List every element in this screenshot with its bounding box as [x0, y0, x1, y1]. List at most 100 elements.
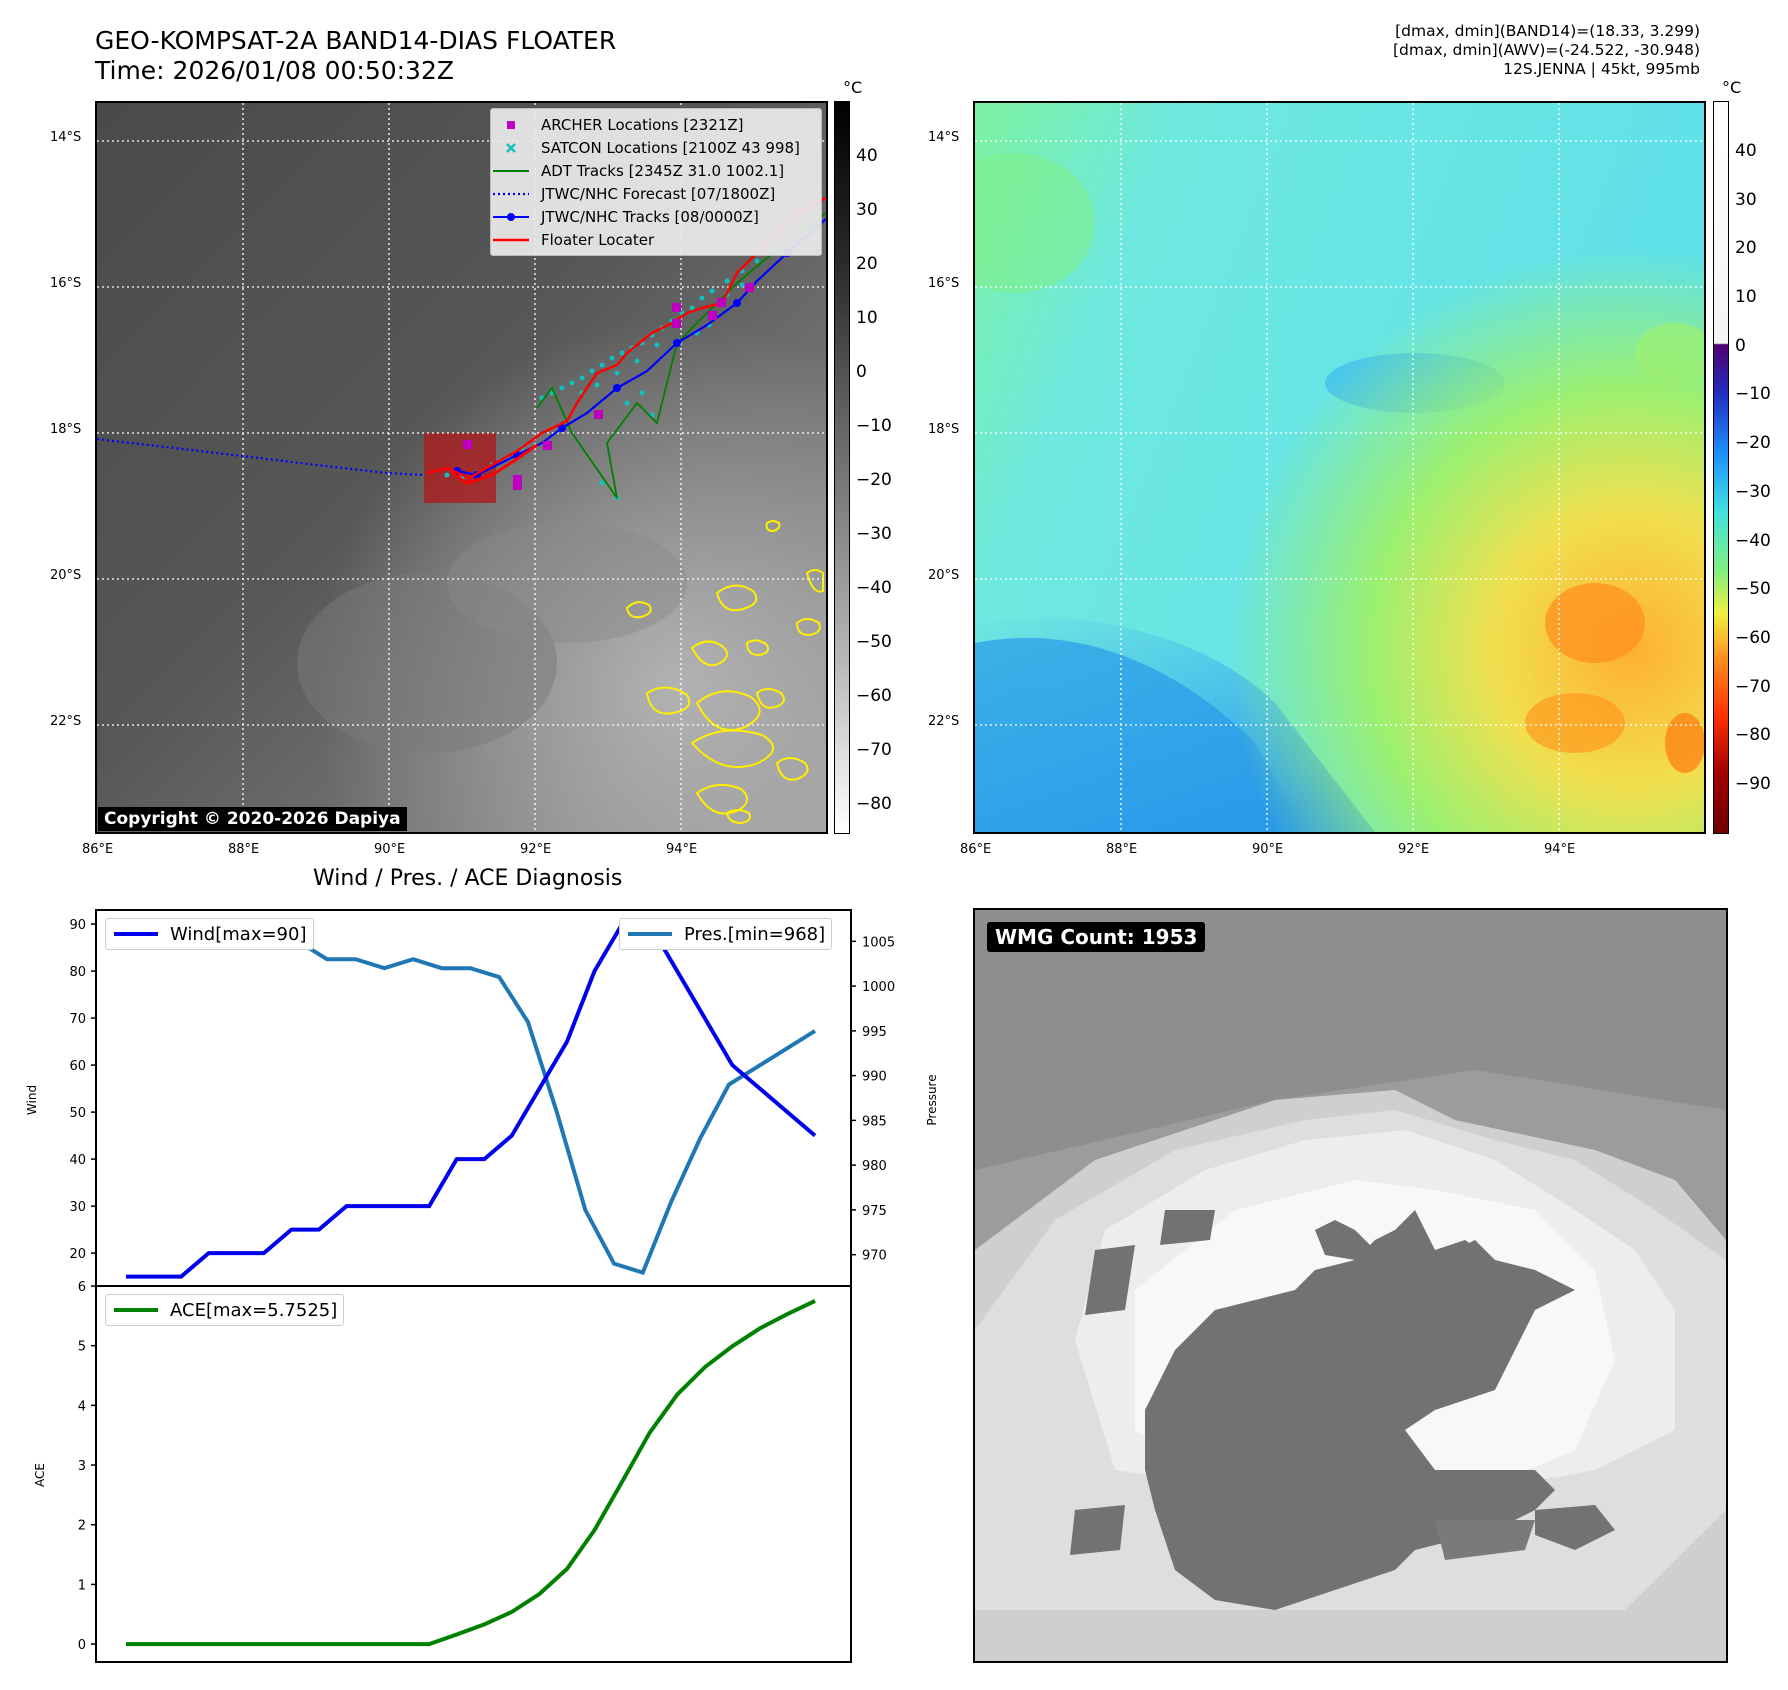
- wmg-count-badge: WMG Count: 1953: [987, 922, 1206, 952]
- awv-lon-label-86e: 86°E: [960, 842, 992, 857]
- diagnosis-title: Wind / Pres. / ACE Diagnosis: [313, 866, 623, 891]
- cb1-tick: 20: [856, 254, 878, 274]
- pressure-tick: 980: [862, 1159, 887, 1174]
- cb2-tick: −80: [1735, 725, 1771, 746]
- cb1-tick: 10: [856, 308, 878, 328]
- cb2-tick: −40: [1735, 530, 1771, 551]
- awv-map-image: [975, 103, 1704, 832]
- awv-map-panel: [973, 101, 1706, 834]
- colorbar-2-ticks: 40 30 20 10 0 −10 −20 −30 −40 −50 −60 −7…: [1735, 141, 1771, 794]
- title-line-1: GEO-KOMPSAT-2A BAND14-DIAS FLOATER: [95, 26, 617, 55]
- line-marker-icon: [493, 238, 529, 241]
- cb2-tick: −90: [1735, 773, 1771, 794]
- info-line-3: 12S.JENNA | 45kt, 995mb: [1503, 60, 1700, 78]
- lat-label-22s: 22°S: [50, 714, 82, 729]
- pressure-tick: 970: [862, 1249, 887, 1264]
- wind-legend-label: Wind[max=90]: [170, 923, 307, 945]
- awv-grid: [975, 103, 1704, 832]
- legend-forecast-label: JTWC/NHC Forecast [07/1800Z]: [541, 184, 776, 203]
- line-marker-icon: [628, 932, 672, 936]
- ace-tick: 4: [78, 1399, 86, 1414]
- ace-tick: 1: [78, 1578, 86, 1593]
- cb1-tick: 30: [856, 200, 878, 220]
- floater-track: [426, 196, 826, 480]
- awv-lon-label-92e: 92°E: [1398, 842, 1430, 857]
- wind-tick: 60: [69, 1059, 86, 1074]
- awv-lon-label-90e: 90°E: [1252, 842, 1284, 857]
- copyright-label: Copyright © 2020-2026 Dapiya: [98, 807, 407, 831]
- floater-box: [424, 433, 496, 503]
- square-marker-icon: [507, 120, 515, 129]
- cb2-tick: 0: [1735, 335, 1746, 356]
- legend-adt-label: ADT Tracks [2345Z 31.0 1002.1]: [541, 161, 785, 180]
- awv-lon-label-88e: 88°E: [1106, 842, 1138, 857]
- lon-label-86e: 86°E: [82, 842, 114, 857]
- cb1-tick: 0: [856, 362, 867, 382]
- wind-axis: 20 30 40 50 60 70 80 90: [69, 918, 96, 1262]
- lon-label-94e: 94°E: [666, 842, 698, 857]
- cb1-tick: −30: [856, 524, 892, 544]
- cb1-tick: 40: [856, 146, 878, 166]
- cb1-tick: −10: [856, 416, 892, 436]
- wind-tick: 80: [69, 965, 86, 980]
- awv-lon-label-94e: 94°E: [1544, 842, 1576, 857]
- pressure-axis: 970 975 980 985 990 995 1000 1005: [851, 935, 895, 1264]
- wind-axis-label: Wind: [25, 1085, 39, 1115]
- awv-lat-label-22s: 22°S: [928, 714, 960, 729]
- adt-track: [536, 212, 826, 499]
- ace-legend: ACE[max=5.7525]: [105, 1294, 345, 1326]
- line-marker-icon: [114, 1308, 158, 1312]
- forecast-track: [97, 437, 425, 477]
- lat-label-16s: 16°S: [50, 276, 82, 291]
- convection-contours: [625, 520, 824, 825]
- x-marker-icon: [506, 142, 516, 153]
- colorbar-1-unit: °C: [843, 78, 863, 97]
- cb2-tick: 10: [1735, 287, 1757, 308]
- storm-info: [dmax, dmin](BAND14)=(18.33, 3.299) [dma…: [1393, 22, 1700, 79]
- pressure-series-line: [126, 921, 817, 1276]
- wind-legend: Wind[max=90]: [105, 918, 314, 950]
- cb2-tick: −10: [1735, 384, 1771, 405]
- wmg-panel: WMG Count: 1953: [973, 908, 1728, 1663]
- cb2-tick: −30: [1735, 481, 1771, 502]
- figure-title: GEO-KOMPSAT-2A BAND14-DIAS FLOATER Time:…: [95, 26, 616, 86]
- cb1-tick: −20: [856, 470, 892, 490]
- awv-lat-label-14s: 14°S: [928, 130, 960, 145]
- ace-series-line: [126, 1299, 816, 1647]
- cb2-tick: −50: [1735, 579, 1771, 600]
- map-legend: ARCHER Locations [2321Z] SATCON Location…: [490, 108, 822, 256]
- info-line-1: [dmax, dmin](BAND14)=(18.33, 3.299): [1395, 22, 1700, 40]
- cb2-tick: 20: [1735, 238, 1757, 259]
- wind-tick: 90: [69, 918, 86, 933]
- ace-legend-label: ACE[max=5.7525]: [170, 1299, 338, 1321]
- line-marker-icon: [493, 169, 529, 172]
- colorbar-2-unit: °C: [1722, 78, 1742, 97]
- lon-label-90e: 90°E: [374, 842, 406, 857]
- legend-satcon: SATCON Locations [2100Z 43 998]: [491, 136, 821, 159]
- pressure-tick: 995: [862, 1025, 887, 1040]
- legend-floater: Floater Locater: [491, 228, 821, 251]
- legend-satcon-label: SATCON Locations [2100Z 43 998]: [541, 138, 800, 157]
- archer-points: [463, 283, 754, 490]
- awv-lat-label-20s: 20°S: [928, 568, 960, 583]
- colorbar-1: [834, 101, 850, 834]
- legend-jtwc-label: JTWC/NHC Tracks [08/0000Z]: [541, 207, 759, 226]
- cb1-tick: −80: [856, 794, 892, 814]
- line-dot-icon: [493, 212, 529, 221]
- awv-lat-label-16s: 16°S: [928, 276, 960, 291]
- legend-forecast: JTWC/NHC Forecast [07/1800Z]: [491, 182, 821, 205]
- cb1-tick: −70: [856, 740, 892, 760]
- floater-track-alt: [451, 443, 538, 485]
- ir-map-panel: ARCHER Locations [2321Z] SATCON Location…: [95, 101, 828, 834]
- lon-label-92e: 92°E: [520, 842, 552, 857]
- cb2-tick: −70: [1735, 676, 1771, 697]
- legend-archer-label: ARCHER Locations [2321Z]: [541, 115, 744, 134]
- wind-tick: 70: [69, 1012, 86, 1027]
- cb2-tick: 30: [1735, 189, 1757, 210]
- title-line-2: Time: 2026/01/08 00:50:32Z: [95, 56, 454, 85]
- ace-tick: 3: [78, 1459, 86, 1474]
- line-marker-icon: [114, 932, 158, 936]
- wmg-image: [975, 910, 1726, 1661]
- wind-tick: 40: [69, 1153, 86, 1168]
